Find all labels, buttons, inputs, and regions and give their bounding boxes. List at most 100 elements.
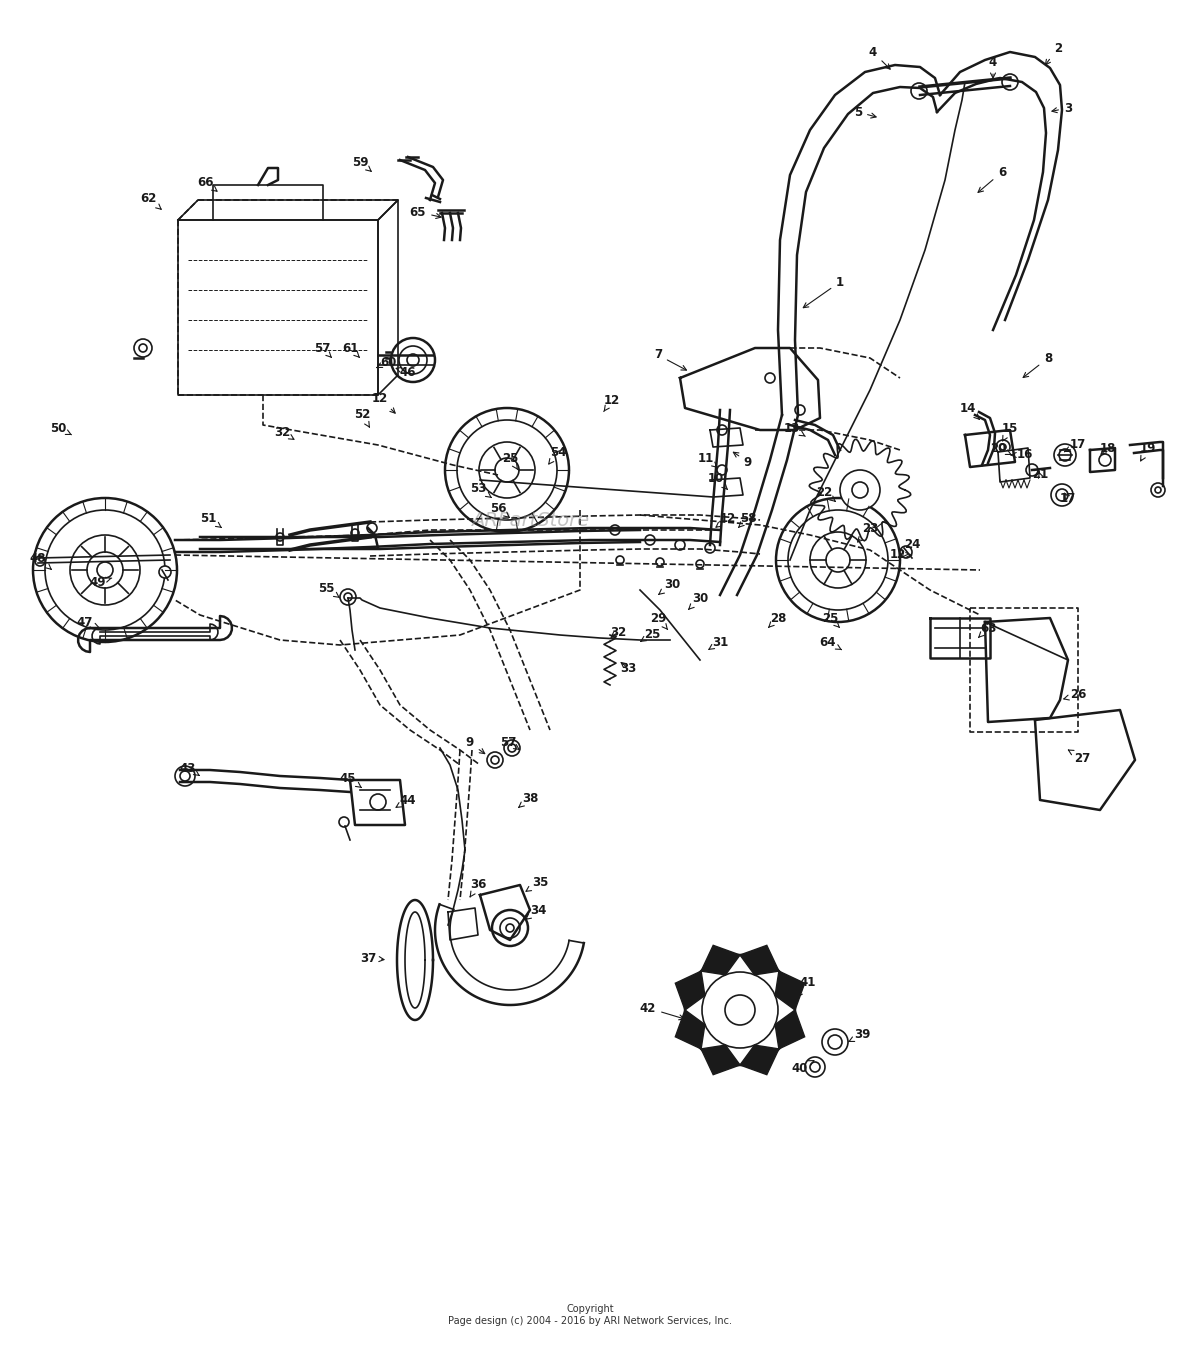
Text: 50: 50 [50,421,72,435]
Circle shape [391,338,435,382]
Circle shape [1025,464,1038,477]
Text: 16: 16 [1011,448,1034,462]
Text: 25: 25 [641,627,660,642]
Circle shape [494,458,519,482]
Circle shape [999,444,1007,450]
Circle shape [487,751,503,768]
Text: 25: 25 [502,451,518,470]
Text: 55: 55 [317,581,340,597]
Circle shape [765,372,775,383]
Circle shape [35,556,45,566]
Circle shape [87,552,123,588]
Text: 56: 56 [490,501,510,517]
Text: 22: 22 [815,486,835,501]
Text: 28: 28 [768,612,786,627]
Text: 21: 21 [1031,468,1048,482]
Circle shape [276,533,284,542]
Text: 44: 44 [396,793,417,807]
Circle shape [506,923,514,932]
Text: 45: 45 [340,772,361,788]
Text: 23: 23 [858,521,878,542]
Circle shape [135,338,152,357]
Text: 58: 58 [739,512,756,528]
Text: 32: 32 [610,626,627,639]
Polygon shape [675,971,704,1010]
Polygon shape [985,617,1068,722]
Circle shape [809,532,866,588]
Circle shape [139,344,148,352]
Text: 30: 30 [689,592,708,609]
Text: 24: 24 [903,539,920,556]
Polygon shape [775,971,805,1010]
Polygon shape [710,428,743,447]
Circle shape [175,766,195,787]
Polygon shape [965,431,1015,467]
Text: 38: 38 [519,792,538,807]
Text: 48: 48 [30,551,51,569]
Circle shape [457,420,557,520]
Text: 5: 5 [854,106,876,119]
Circle shape [491,756,499,764]
Text: 1: 1 [804,275,844,307]
Text: 10: 10 [708,471,727,489]
Text: 53: 53 [470,482,491,497]
Circle shape [696,561,704,567]
Circle shape [795,405,805,414]
Circle shape [1150,483,1165,497]
Polygon shape [480,886,530,940]
Text: 62: 62 [139,191,162,210]
Circle shape [340,589,356,605]
Text: 13: 13 [784,421,805,436]
Text: 12: 12 [716,512,736,527]
Text: 12: 12 [372,391,395,413]
Text: 34: 34 [526,903,546,919]
Circle shape [509,743,516,751]
Text: 49: 49 [90,575,112,589]
Circle shape [479,441,535,498]
Text: 12: 12 [604,394,621,412]
Text: 35: 35 [526,876,549,891]
Text: 36: 36 [470,879,486,896]
Circle shape [717,464,727,475]
Text: 3: 3 [1051,102,1073,115]
Polygon shape [448,909,478,940]
Text: 57: 57 [314,341,332,357]
Text: 66: 66 [197,176,217,191]
Text: 54: 54 [549,445,566,464]
Circle shape [504,741,520,756]
Circle shape [686,955,795,1066]
Circle shape [1099,454,1112,466]
Polygon shape [701,945,740,975]
Text: 9: 9 [733,452,752,468]
Circle shape [1054,444,1076,466]
Text: 32: 32 [274,425,294,439]
Text: 61: 61 [342,341,360,357]
Polygon shape [740,945,779,975]
Circle shape [656,558,664,566]
Text: 18: 18 [1100,441,1116,455]
Text: 11: 11 [697,451,717,467]
Circle shape [445,408,569,532]
Text: Copyright
Page design (c) 2004 - 2016 by ARI Network Services, Inc.: Copyright Page design (c) 2004 - 2016 by… [448,1304,732,1326]
Text: 59: 59 [352,156,372,172]
Text: 15: 15 [1002,421,1018,441]
Circle shape [616,556,624,565]
Text: 51: 51 [199,512,222,528]
Circle shape [725,995,755,1025]
Circle shape [371,793,386,810]
Circle shape [500,918,520,938]
Text: 17: 17 [1064,439,1086,452]
Circle shape [900,546,912,558]
Circle shape [822,1029,848,1055]
Text: 14: 14 [959,402,979,420]
Text: 12: 12 [890,548,912,562]
Circle shape [704,543,715,552]
Circle shape [610,525,620,535]
Circle shape [1155,487,1161,493]
Text: 30: 30 [658,578,680,594]
Circle shape [675,540,686,550]
Text: 52: 52 [354,409,371,427]
Circle shape [345,593,352,601]
Text: 29: 29 [650,612,668,630]
Text: 57: 57 [500,735,519,750]
